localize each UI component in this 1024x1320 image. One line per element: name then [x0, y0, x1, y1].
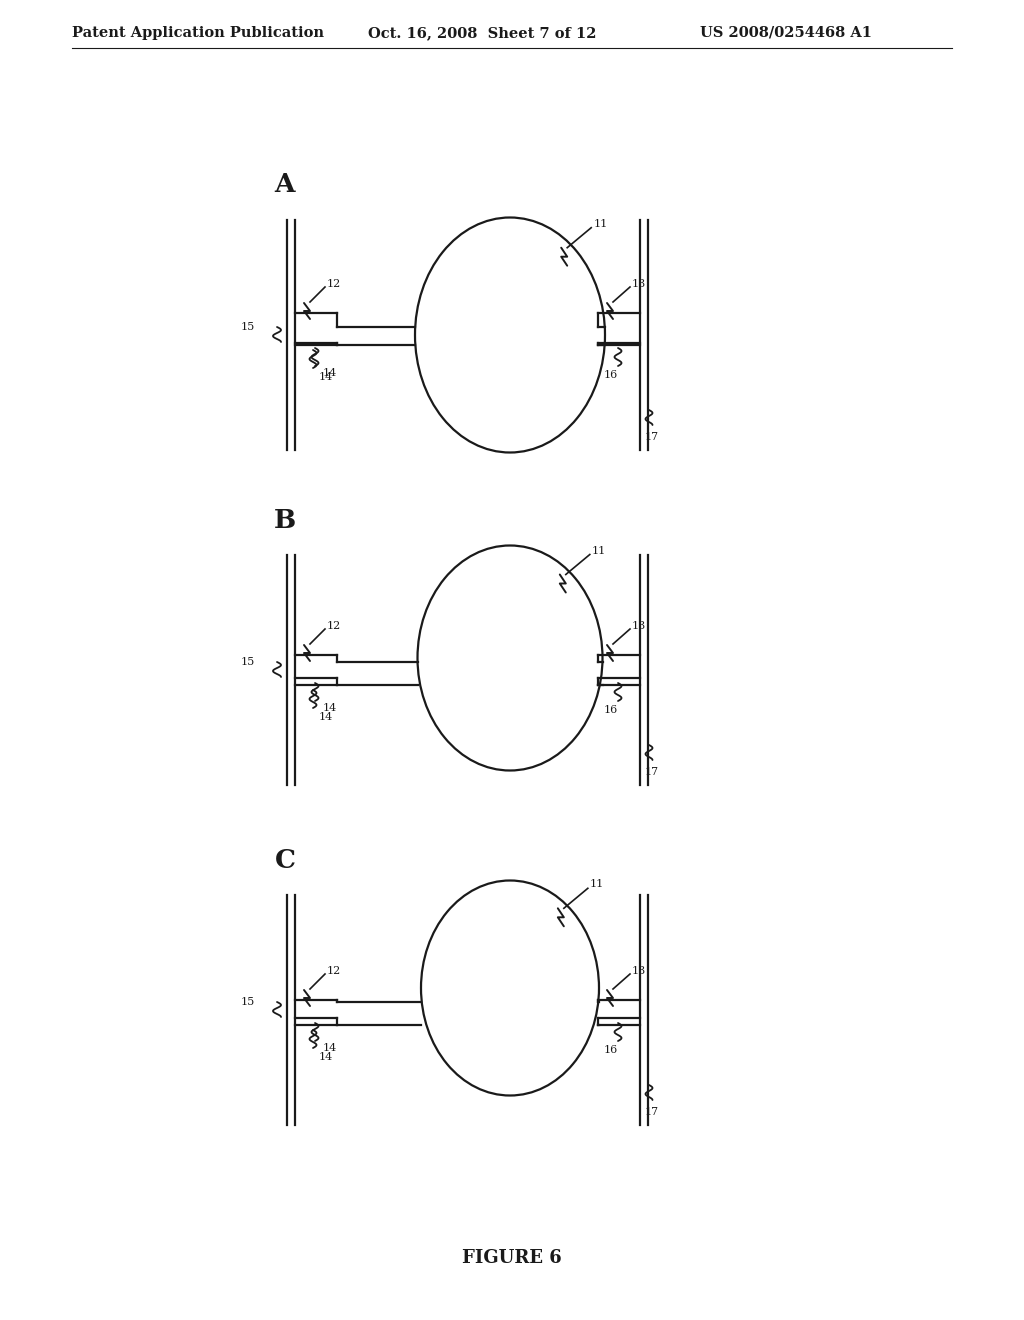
Text: 14: 14 [323, 368, 337, 378]
Text: 15: 15 [241, 322, 255, 333]
Text: C: C [274, 847, 296, 873]
Text: Patent Application Publication: Patent Application Publication [72, 26, 324, 40]
Text: 11: 11 [593, 219, 607, 228]
Text: 14: 14 [323, 704, 337, 713]
Text: 15: 15 [241, 657, 255, 667]
Text: 11: 11 [592, 545, 606, 556]
Text: 12: 12 [327, 966, 341, 975]
Text: 13: 13 [632, 966, 646, 975]
Text: 12: 12 [327, 620, 341, 631]
Text: 12: 12 [327, 279, 341, 289]
Text: FIGURE 6: FIGURE 6 [462, 1249, 562, 1267]
Text: 13: 13 [632, 279, 646, 289]
Text: 17: 17 [645, 1107, 659, 1117]
Text: 16: 16 [604, 705, 618, 715]
Text: 13: 13 [632, 620, 646, 631]
Text: 15: 15 [241, 997, 255, 1007]
Text: 17: 17 [645, 432, 659, 442]
Text: B: B [273, 507, 296, 532]
Text: 14: 14 [319, 372, 333, 381]
Text: 16: 16 [604, 1045, 618, 1055]
Text: 14: 14 [323, 1043, 337, 1053]
Text: 14: 14 [319, 1052, 333, 1063]
Text: Oct. 16, 2008  Sheet 7 of 12: Oct. 16, 2008 Sheet 7 of 12 [368, 26, 597, 40]
Text: 16: 16 [604, 370, 618, 380]
Text: 14: 14 [319, 711, 333, 722]
Text: 11: 11 [590, 879, 604, 890]
Text: A: A [274, 173, 295, 198]
Text: US 2008/0254468 A1: US 2008/0254468 A1 [700, 26, 872, 40]
Text: 17: 17 [645, 767, 659, 777]
